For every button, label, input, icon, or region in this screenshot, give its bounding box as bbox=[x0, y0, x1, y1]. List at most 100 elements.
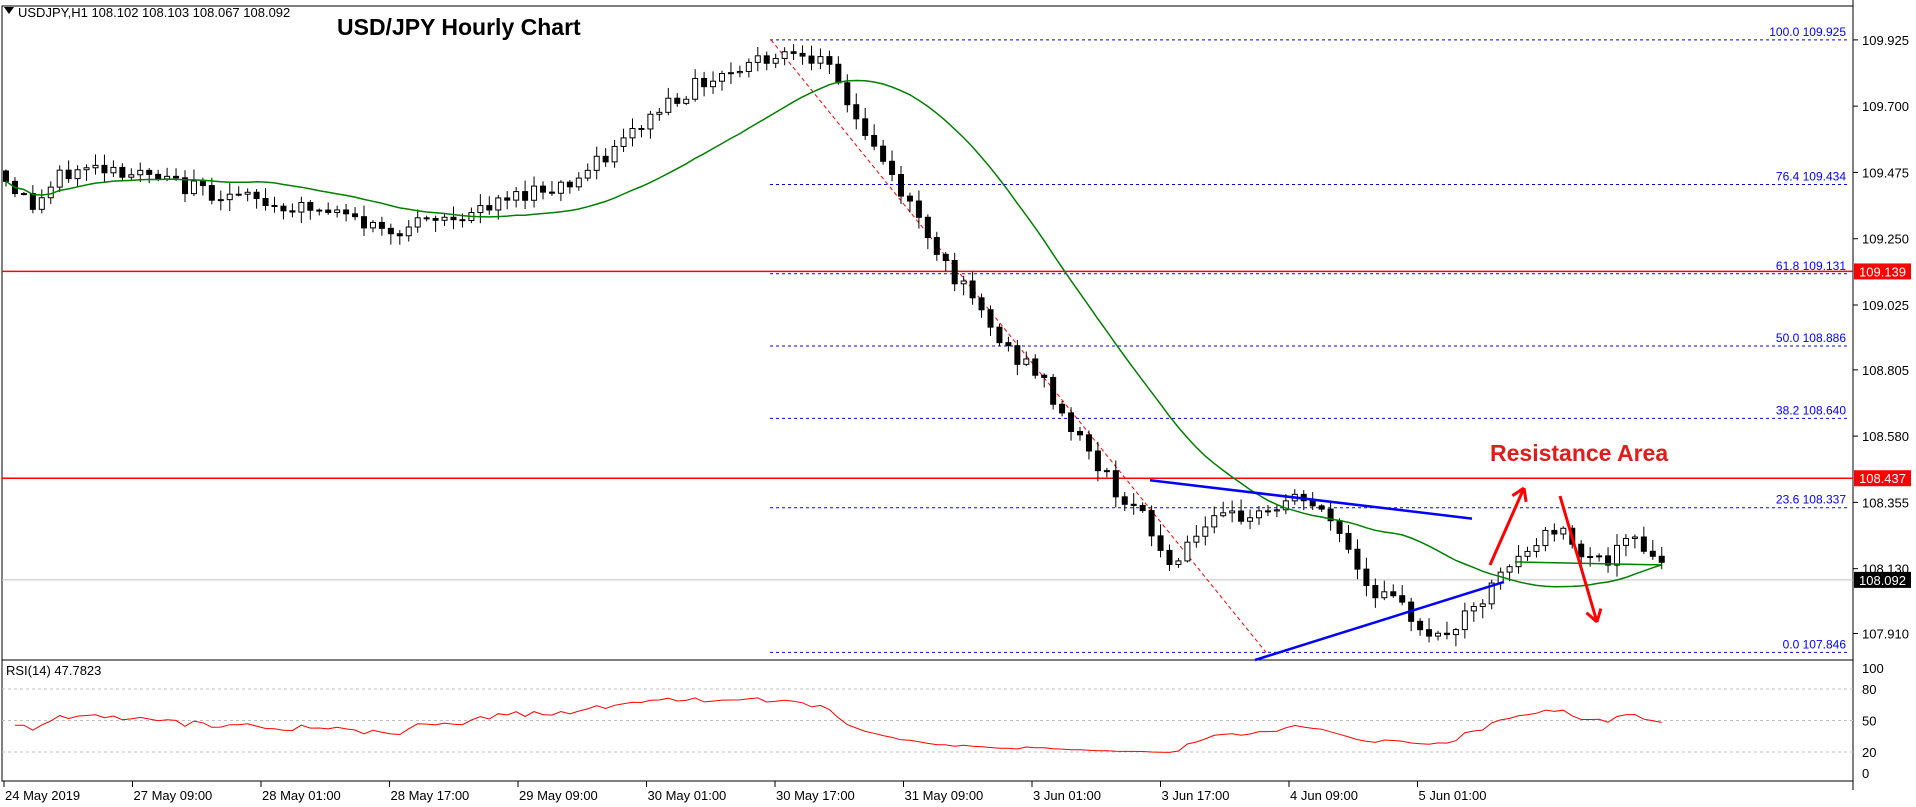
candle-body bbox=[1220, 512, 1227, 517]
candle-body bbox=[83, 167, 90, 171]
candlesticks bbox=[3, 44, 1665, 647]
candle-body bbox=[1077, 430, 1083, 436]
candle-body bbox=[835, 63, 842, 84]
candle-body bbox=[1479, 603, 1486, 608]
x-tick-label: 30 May 01:00 bbox=[648, 788, 727, 803]
fibonacci-retracement[interactable]: 100.0 109.925 76.4 109.434 61.8 109.131 50.… bbox=[770, 25, 1850, 653]
candle-body bbox=[1103, 470, 1110, 473]
candle-body bbox=[540, 185, 546, 193]
candle-body bbox=[862, 118, 869, 136]
y-tick-label: 108.130 bbox=[1862, 562, 1909, 577]
candle-body bbox=[1068, 412, 1075, 432]
candle-body bbox=[656, 111, 663, 115]
candle-body bbox=[1193, 535, 1200, 543]
candle-body bbox=[1452, 629, 1459, 636]
candle-body bbox=[271, 205, 278, 208]
candle-body bbox=[423, 217, 430, 220]
candle-body bbox=[1363, 568, 1370, 587]
candle-body bbox=[674, 97, 681, 104]
candle-body bbox=[593, 155, 600, 171]
candle-body bbox=[1470, 606, 1477, 612]
candle-body bbox=[1560, 527, 1567, 535]
candle-body bbox=[629, 127, 636, 139]
candle-body bbox=[1605, 555, 1612, 566]
candle-body bbox=[602, 155, 609, 163]
y-tick-label: 109.925 bbox=[1862, 33, 1909, 48]
candle-body bbox=[1435, 632, 1441, 637]
rsi-panel: RSI(14) 47.7823 100 80 50 20 0 bbox=[2, 661, 1884, 781]
x-tick-label: 28 May 01:00 bbox=[262, 788, 341, 803]
candle-body bbox=[1631, 536, 1638, 539]
rsi-tick-label: 80 bbox=[1862, 682, 1876, 697]
up-arrow-head bbox=[1511, 486, 1528, 503]
arrows[interactable] bbox=[1488, 486, 1603, 624]
level-price-label: 109.139 bbox=[1859, 264, 1906, 279]
down-arrow-shaft bbox=[1558, 495, 1599, 623]
candle-body bbox=[20, 193, 27, 196]
candle-body bbox=[1121, 496, 1128, 505]
candle-body bbox=[1256, 510, 1262, 519]
candle-body bbox=[1533, 545, 1540, 552]
moving-average-line bbox=[5, 79, 1662, 588]
candle-body bbox=[1336, 520, 1343, 534]
y-tick-label: 107.910 bbox=[1862, 626, 1909, 641]
y-tick-label: 109.700 bbox=[1862, 99, 1909, 114]
candle-body bbox=[969, 280, 976, 299]
candle-body bbox=[566, 181, 573, 188]
x-tick-label: 5 Jun 01:00 bbox=[1419, 788, 1487, 803]
candle-body bbox=[1059, 403, 1066, 414]
candle-body bbox=[701, 77, 708, 88]
candle-body bbox=[146, 169, 153, 175]
candle-body bbox=[1282, 500, 1289, 511]
dropdown-triangle-icon[interactable] bbox=[4, 7, 14, 14]
candle-body bbox=[74, 169, 81, 180]
candle-body bbox=[1184, 541, 1191, 562]
candle-body bbox=[1309, 500, 1316, 507]
candle-body bbox=[1005, 342, 1012, 347]
candle-body bbox=[1488, 582, 1495, 605]
candle-body bbox=[316, 209, 323, 212]
candle-body bbox=[226, 193, 233, 201]
candle-body bbox=[1461, 610, 1468, 631]
candle-body bbox=[262, 198, 269, 207]
candle-body bbox=[352, 213, 359, 218]
trendlines[interactable] bbox=[1149, 479, 1505, 662]
candle-body bbox=[1273, 509, 1280, 512]
chart-header: USDJPY,H1 108.102 108.103 108.067 108.09… bbox=[4, 5, 581, 40]
candle-body bbox=[790, 51, 797, 54]
current-price-label: 108.092 bbox=[1859, 573, 1906, 588]
candle-body bbox=[1524, 550, 1531, 557]
candle-body bbox=[182, 177, 188, 195]
candle-body bbox=[280, 205, 287, 212]
candle-body bbox=[1175, 560, 1182, 565]
candle-body bbox=[1596, 555, 1603, 558]
candle-body bbox=[808, 55, 815, 64]
candle-body bbox=[584, 169, 591, 179]
candle-body bbox=[647, 113, 654, 130]
candle-body bbox=[844, 82, 851, 106]
y-tick-label: 109.250 bbox=[1862, 232, 1909, 247]
candle-body bbox=[1247, 517, 1254, 522]
candle-body bbox=[155, 173, 162, 180]
candle-body bbox=[1112, 470, 1119, 498]
x-tick-label: 4 Jun 09:00 bbox=[1290, 788, 1358, 803]
candle-body bbox=[173, 175, 180, 179]
candle-body bbox=[1014, 345, 1021, 365]
fib-level-label: 76.4 109.434 bbox=[1776, 170, 1846, 184]
candle-body bbox=[1443, 632, 1450, 636]
candle-body bbox=[405, 226, 412, 237]
symbol-info: USDJPY,H1 108.102 108.103 108.067 108.09… bbox=[18, 5, 290, 20]
candle-body bbox=[325, 209, 332, 213]
upper-trendline bbox=[1149, 479, 1473, 520]
candle-body bbox=[996, 326, 1003, 344]
horizontal-levels: 109.139 108.437 108.092 bbox=[2, 263, 1911, 588]
candle-body bbox=[1327, 508, 1334, 522]
candle-body bbox=[1318, 505, 1325, 510]
moving-average bbox=[5, 79, 1662, 588]
candle-body bbox=[486, 205, 493, 211]
fib-level-label: 100.0 109.925 bbox=[1769, 25, 1846, 39]
candle-body bbox=[745, 61, 752, 72]
candle-body bbox=[1614, 544, 1620, 566]
